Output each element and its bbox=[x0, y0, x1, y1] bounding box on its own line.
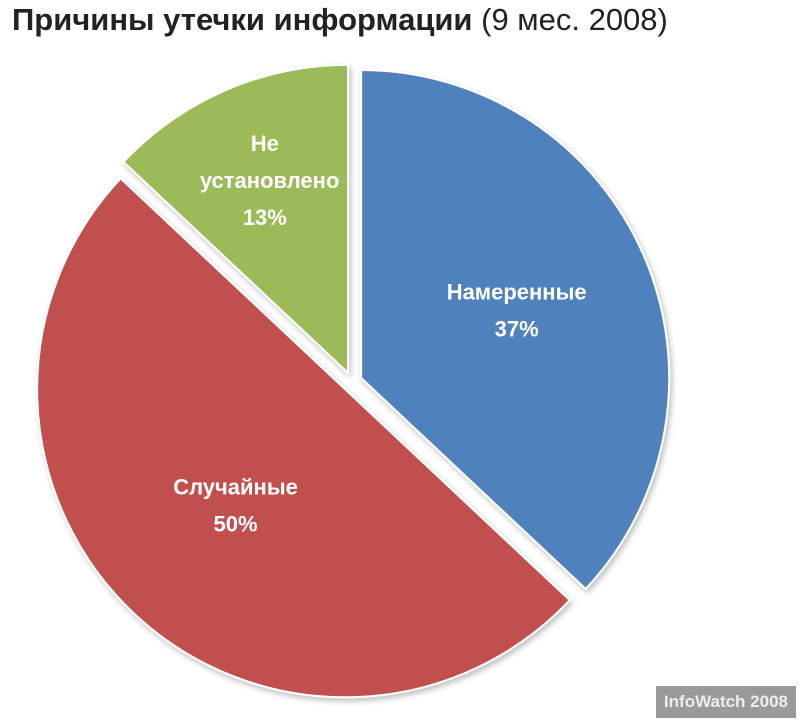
slice-label: Намеренные 37% bbox=[407, 273, 627, 348]
credit: InfoWatch 2008 bbox=[655, 686, 796, 718]
pie-slice bbox=[360, 69, 671, 591]
slice-label: Случайные 50% bbox=[126, 469, 346, 544]
pie-slice bbox=[36, 177, 572, 699]
pie-slice bbox=[122, 63, 350, 376]
chart-subtitle: (9 мес. 2008) bbox=[481, 2, 668, 37]
value-label: 37% bbox=[494, 316, 539, 342]
value-label: 13% bbox=[242, 205, 287, 231]
category-label: Случайные bbox=[173, 474, 298, 500]
chart-title-row: Причины утечки информации (9 мес. 2008) bbox=[12, 2, 668, 38]
chart-title: Причины утечки информации bbox=[12, 2, 473, 37]
value-label: 50% bbox=[213, 512, 258, 538]
category-label: Намеренные bbox=[446, 279, 587, 305]
category-label: Не установлено bbox=[199, 130, 340, 193]
slice-label: Не установлено 13% bbox=[199, 125, 340, 237]
